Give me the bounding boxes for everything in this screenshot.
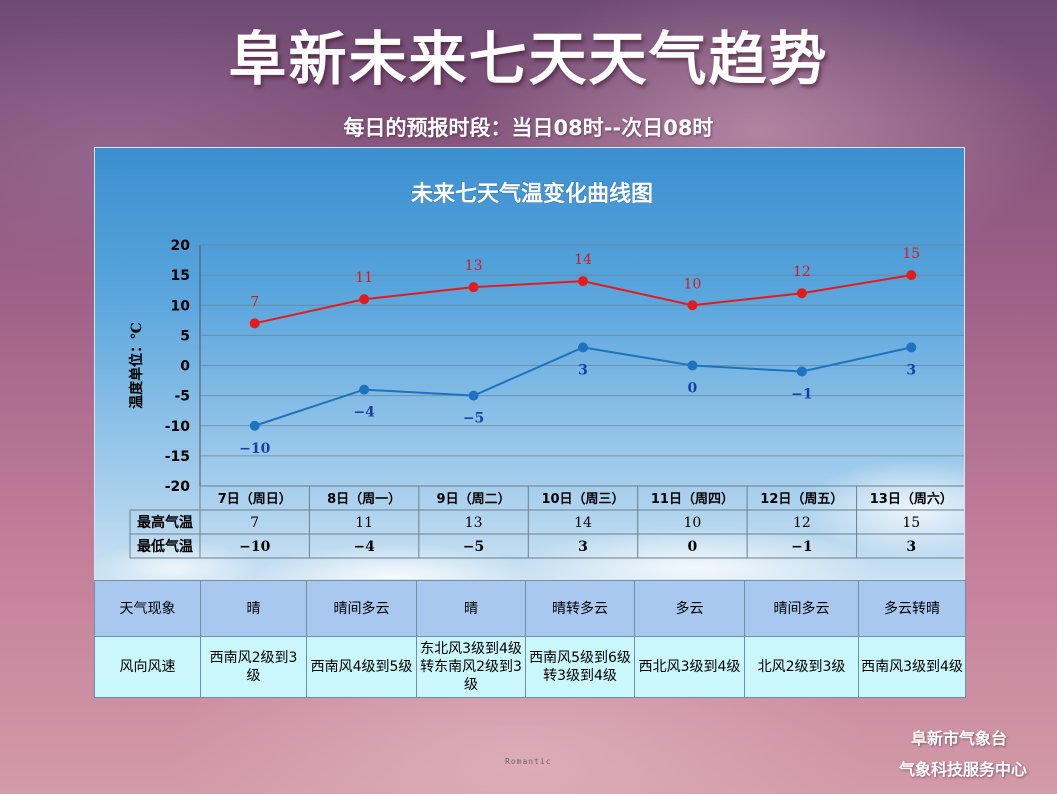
y-tick-label: 10 — [171, 298, 191, 314]
low-temp-point — [249, 420, 260, 431]
y-tick-label: -15 — [165, 449, 190, 465]
wind-cell: 西南风4级到5级 — [306, 636, 417, 698]
table-value: −4 — [353, 539, 375, 555]
weather-cell: 晴间多云 — [306, 580, 417, 637]
low-temp-data-label: −4 — [353, 405, 375, 421]
x-category-label: 13日（周六） — [870, 491, 953, 507]
y-tick-label: 0 — [180, 359, 190, 375]
table-value: 15 — [902, 515, 920, 531]
low-temp-data-label: −10 — [239, 441, 270, 457]
low-temp-point — [796, 366, 807, 377]
high-temp-data-label: 14 — [574, 252, 592, 268]
org-name-service-center: 气象科技服务中心 — [898, 760, 1027, 779]
y-tick-label: -5 — [174, 389, 190, 405]
temperature-chart: 未来七天气温变化曲线图 20 15 10 5 0 -5 -10 -15 -20 温度单位：℃ 7 1… — [128, 181, 964, 559]
wind-cell: 北风2级到3级 — [744, 636, 859, 698]
chart-title: 未来七天气温变化曲线图 — [411, 181, 653, 207]
low-temp-data-label: 3 — [906, 362, 916, 378]
table-value: −5 — [463, 539, 484, 555]
low-temp-point — [687, 360, 698, 371]
low-temp-point — [906, 342, 917, 353]
table-value: 10 — [684, 515, 702, 531]
weather-cell: 晴 — [200, 580, 307, 637]
x-category-label: 7日（周日） — [218, 491, 292, 507]
high-temp-point — [906, 270, 917, 281]
table-series-name: 最低气温 — [137, 538, 193, 555]
x-category-label: 10日（周三） — [541, 491, 624, 507]
low-temp-point — [359, 384, 370, 395]
high-temp-data-label: 11 — [355, 270, 373, 286]
org-name-observatory: 阜新市气象台 — [910, 729, 1007, 748]
wind-row-label: 风向风速 — [94, 636, 201, 698]
weather-table: 天气现象 晴 晴间多云 晴 晴转多云 多云 晴间多云 多云转晴 风向风速 西南风… — [94, 580, 966, 698]
wind-cell: 西北风3级到4级 — [634, 636, 745, 698]
high-temp-data-label: 7 — [250, 294, 259, 310]
table-value: 13 — [465, 515, 483, 531]
wind-cell: 西南风2级到3级 — [200, 636, 307, 698]
table-value: 12 — [793, 515, 811, 531]
table-value: 7 — [250, 515, 259, 531]
high-temp-point — [249, 318, 260, 329]
table-value: 11 — [355, 515, 373, 531]
y-tick-label: -20 — [165, 479, 191, 495]
weather-cell: 多云转晴 — [858, 580, 966, 637]
y-tick-label: 5 — [180, 328, 190, 344]
high-temp-point — [578, 276, 588, 287]
weather-cell: 晴转多云 — [525, 580, 635, 637]
weather-row-label: 天气现象 — [94, 580, 201, 637]
table-value: 3 — [578, 539, 588, 555]
weather-cell: 晴间多云 — [744, 580, 859, 637]
table-value: 14 — [574, 515, 592, 531]
wind-cell: 东北风3级到4级转东南风2级到3级 — [416, 636, 526, 698]
table-value: 3 — [906, 539, 916, 555]
wind-row: 风向风速 西南风2级到3级 西南风4级到5级 东北风3级到4级转东南风2级到3级… — [94, 636, 966, 698]
high-temp-point — [687, 300, 698, 311]
wind-cell: 西南风5级到6级转3级到4级 — [525, 636, 635, 698]
x-category-label: 9日（周二） — [437, 491, 511, 507]
high-temp-point — [468, 282, 479, 293]
x-category-label: 11日（周四） — [651, 491, 734, 507]
high-temp-data-label: 13 — [465, 258, 483, 274]
table-series-name: 最高气温 — [137, 514, 193, 531]
high-temp-data-label: 12 — [793, 264, 811, 280]
page-subtitle: 每日的预报时段：当日08时--次日08时 — [343, 116, 714, 140]
watermark-text: Romantic — [505, 757, 552, 766]
high-temp-data-label: 10 — [684, 276, 702, 292]
page-title: 阜新未来七天天气趋势 — [228, 25, 829, 93]
low-temp-data-label: −5 — [463, 411, 484, 427]
x-category-label: 12日（周五） — [760, 491, 843, 507]
weather-cell: 晴 — [416, 580, 526, 637]
y-tick-label: 15 — [171, 268, 190, 284]
wind-cell: 西南风3级到4级 — [858, 636, 966, 698]
chart-panel: 未来七天气温变化曲线图 20 15 10 5 0 -5 -10 -15 -20 温度单位：℃ 7 1… — [94, 147, 965, 580]
table-value: −1 — [791, 539, 812, 555]
low-temp-data-label: −1 — [791, 387, 812, 403]
y-tick-label: 20 — [171, 238, 191, 254]
table-value: 0 — [688, 539, 698, 555]
weather-cell: 多云 — [634, 580, 745, 637]
weather-row: 天气现象 晴 晴间多云 晴 晴转多云 多云 晴间多云 多云转晴 — [94, 580, 966, 637]
low-temp-data-label: 3 — [578, 362, 588, 378]
y-tick-label: -10 — [165, 419, 191, 435]
high-temp-data-label: 15 — [902, 246, 920, 262]
high-temp-point — [796, 288, 807, 299]
table-value: −10 — [239, 539, 270, 555]
low-temp-point — [578, 342, 588, 353]
high-temp-point — [359, 294, 370, 305]
x-category-label: 8日（周一） — [327, 491, 401, 507]
y-axis-label: 温度单位：℃ — [128, 322, 145, 409]
low-temp-data-label: 0 — [688, 381, 698, 397]
low-temp-point — [468, 390, 479, 401]
